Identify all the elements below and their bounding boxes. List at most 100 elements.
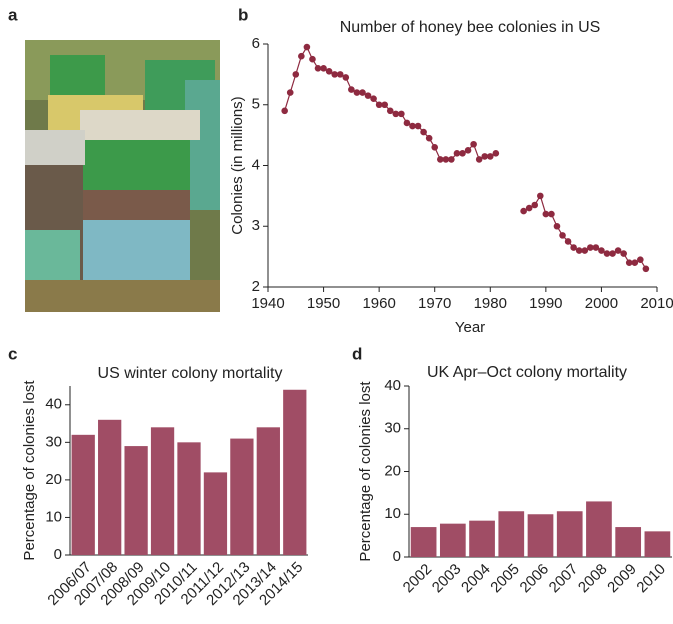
hive	[80, 220, 190, 280]
panel-label: d	[352, 344, 362, 363]
x-tick-label: 2003	[429, 561, 465, 597]
hive	[80, 190, 190, 220]
data-point	[526, 205, 533, 212]
y-axis-label: Percentage of colonies lost	[357, 381, 374, 562]
bar	[645, 531, 671, 557]
bar	[411, 527, 437, 557]
bar	[72, 435, 95, 555]
data-point	[470, 141, 477, 148]
data-point	[326, 68, 333, 75]
x-tick-label: 1980	[474, 295, 507, 312]
hive-lid	[25, 130, 85, 165]
bar	[177, 442, 200, 555]
bar	[257, 427, 280, 555]
x-tick-label: 2006	[517, 561, 553, 597]
data-point	[281, 108, 288, 115]
bar	[557, 511, 583, 557]
data-point	[398, 111, 405, 118]
data-point	[487, 153, 494, 160]
y-tick-label: 20	[384, 462, 401, 479]
x-tick-label: 2010	[640, 295, 673, 312]
data-point	[593, 244, 600, 251]
x-tick-label: 2010	[633, 561, 669, 597]
panel-label: a	[8, 5, 18, 24]
data-point	[493, 150, 500, 157]
data-point	[415, 123, 422, 130]
data-point	[420, 129, 427, 136]
y-tick-label: 0	[54, 546, 62, 563]
y-tick-label: 10	[45, 508, 62, 525]
data-point	[459, 150, 466, 157]
x-tick-label: 2000	[585, 295, 618, 312]
chart-title: Number of honey bee colonies in US	[340, 19, 601, 36]
data-point	[292, 71, 299, 78]
y-tick-label: 40	[384, 377, 401, 394]
x-tick-label: 1990	[529, 295, 562, 312]
page: a b Number of honey bee colonies in US Col…	[0, 0, 673, 624]
data-point	[287, 89, 294, 96]
y-tick-label: 5	[252, 96, 260, 113]
data-point	[570, 244, 577, 251]
data-point	[465, 147, 472, 154]
figure: a b Number of honey bee colonies in US Col…	[0, 0, 673, 624]
bar	[124, 446, 147, 555]
x-tick-label: 2007	[546, 561, 582, 597]
y-tick-label: 20	[45, 471, 62, 488]
y-tick-label: 6	[252, 35, 260, 52]
bar	[586, 501, 612, 557]
x-tick-label: 2004	[458, 561, 494, 597]
data-point	[565, 238, 572, 245]
bar	[283, 390, 306, 555]
data-point	[426, 135, 433, 142]
data-point	[404, 120, 411, 127]
bar	[151, 427, 174, 555]
data-point	[520, 208, 527, 215]
data-point	[598, 247, 605, 254]
hive-lid	[80, 110, 200, 140]
y-tick-label: 0	[393, 548, 401, 565]
y-axis-label: Colonies (in millions)	[229, 96, 246, 234]
x-tick-label: 1940	[251, 295, 284, 312]
data-point	[609, 250, 616, 257]
data-point	[531, 202, 538, 209]
data-point	[643, 265, 650, 272]
data-point	[359, 89, 366, 96]
data-point	[537, 193, 544, 200]
x-tick-label: 2009	[604, 561, 640, 597]
x-tick-label: 2002	[400, 561, 436, 597]
data-point	[431, 144, 438, 151]
y-tick-label: 30	[45, 433, 62, 450]
y-axis-label: Percentage of colonies lost	[21, 380, 38, 561]
bar	[615, 527, 641, 557]
data-point	[365, 92, 372, 99]
data-point	[554, 223, 561, 230]
y-tick-label: 40	[45, 396, 62, 413]
x-tick-label: 2005	[487, 561, 523, 597]
data-point	[337, 71, 344, 78]
data-point	[381, 101, 388, 108]
data-point	[304, 44, 311, 51]
y-tick-label: 4	[252, 156, 260, 173]
data-point	[581, 247, 588, 254]
x-tick-label: 2008	[575, 561, 611, 597]
data-point	[343, 74, 350, 81]
bar	[469, 521, 495, 557]
data-point	[631, 259, 638, 266]
data-point	[370, 95, 377, 102]
ground	[25, 280, 220, 312]
bar	[498, 511, 524, 557]
x-tick-label: 1970	[418, 295, 451, 312]
bar	[528, 514, 554, 557]
x-tick-label: 1950	[307, 295, 340, 312]
y-tick-label: 3	[252, 217, 260, 234]
bar	[204, 472, 227, 555]
hive	[185, 80, 220, 210]
data-point	[320, 65, 327, 72]
panel-label: b	[238, 5, 248, 24]
data-point	[637, 256, 644, 263]
y-tick-label: 30	[384, 420, 401, 437]
y-tick-label: 10	[384, 505, 401, 522]
y-tick-label: 2	[252, 278, 260, 295]
chart-title: US winter colony mortality	[98, 365, 283, 382]
data-point	[348, 86, 355, 93]
